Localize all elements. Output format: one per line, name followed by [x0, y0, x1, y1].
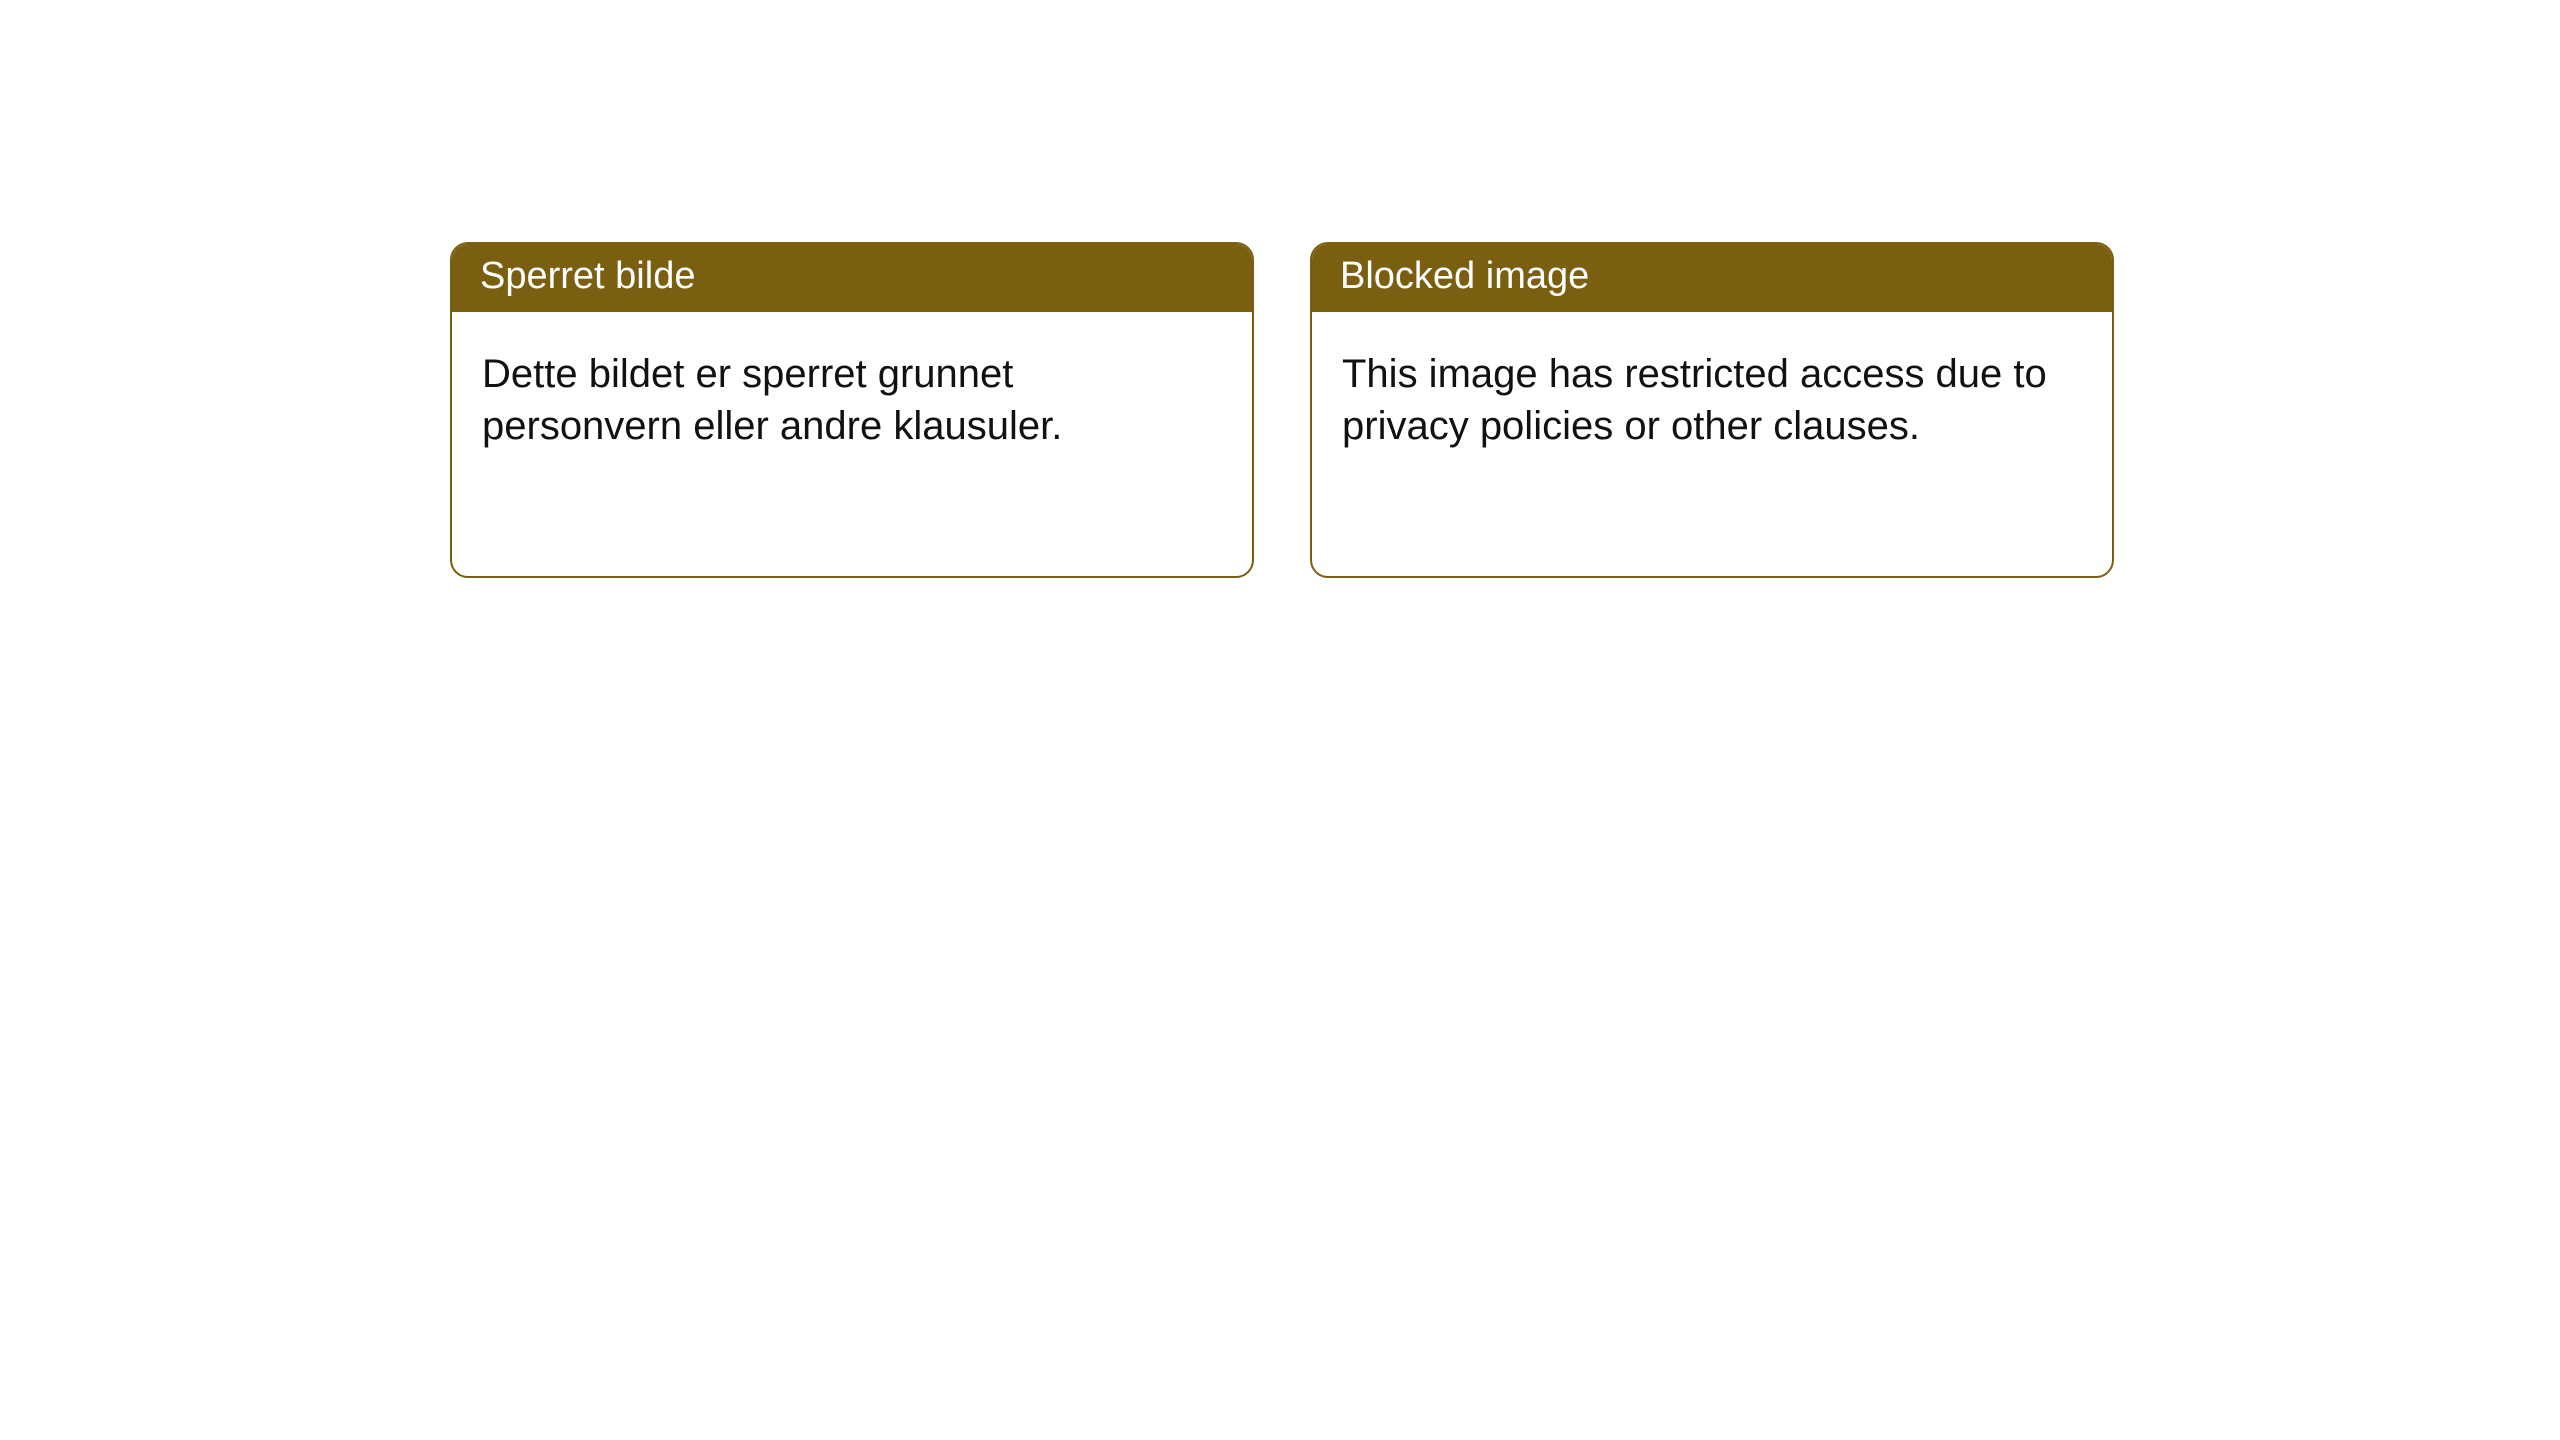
notice-body: This image has restricted access due to … [1312, 312, 2112, 484]
notice-box-norwegian: Sperret bilde Dette bildet er sperret gr… [450, 242, 1254, 578]
notice-header: Sperret bilde [452, 244, 1252, 312]
notice-body: Dette bildet er sperret grunnet personve… [452, 312, 1252, 484]
notice-container: Sperret bilde Dette bildet er sperret gr… [450, 242, 2114, 578]
notice-box-english: Blocked image This image has restricted … [1310, 242, 2114, 578]
notice-header: Blocked image [1312, 244, 2112, 312]
